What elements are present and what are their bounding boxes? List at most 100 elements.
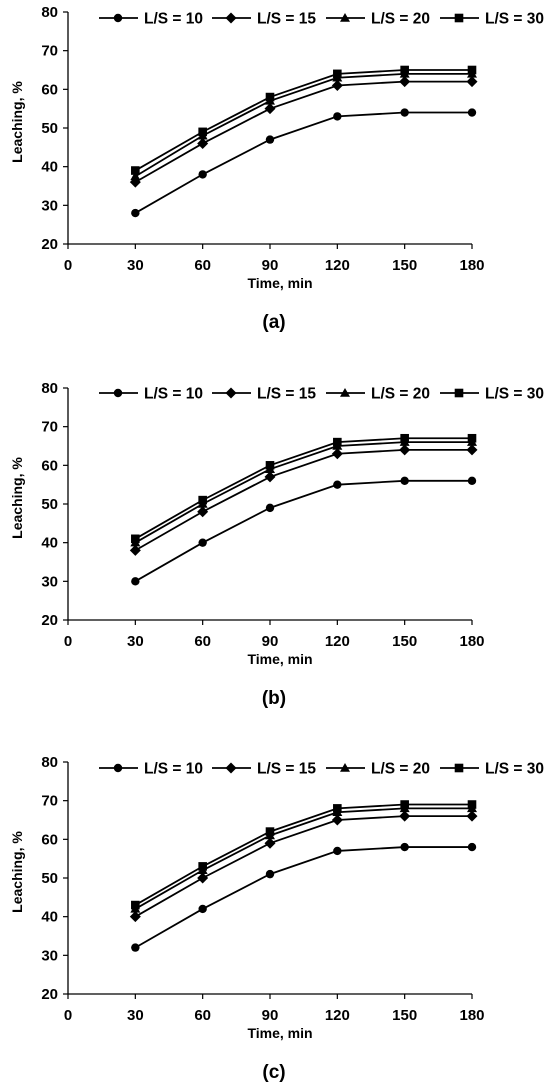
data-point <box>467 476 477 485</box>
y-tick-label: 80 <box>41 380 58 397</box>
data-point <box>467 842 477 852</box>
legend-marker-diamond <box>225 762 237 774</box>
y-tick-label: 30 <box>41 197 58 214</box>
data-point <box>265 461 275 470</box>
series-line-0 <box>134 111 472 214</box>
x-tick-label: 60 <box>194 1007 211 1024</box>
x-tick-label: 150 <box>392 257 417 274</box>
data-point <box>131 166 140 175</box>
x-tick-label: 30 <box>127 1007 144 1024</box>
series-line-2 <box>134 72 472 178</box>
x-tick-label: 120 <box>325 257 350 274</box>
x-tick-label: 120 <box>325 1007 350 1024</box>
y-tick-label: 60 <box>41 457 58 474</box>
legend-label: L/S = 20 <box>371 386 430 403</box>
legend-marker-diamond <box>225 12 237 24</box>
data-point <box>264 837 276 849</box>
data-point <box>131 208 140 218</box>
data-point <box>265 92 275 102</box>
legend-label: L/S = 20 <box>371 761 430 778</box>
data-point <box>129 544 141 556</box>
legend-label: L/S = 30 <box>485 11 544 28</box>
y-tick-label: 60 <box>41 81 58 98</box>
data-point <box>466 810 478 822</box>
legend: L/S = 10 L/S = 15 L/S = 20 L/S = 30 <box>99 386 544 403</box>
legend-label: L/S = 10 <box>144 386 203 403</box>
y-tick-label: 60 <box>41 831 58 848</box>
data-point <box>333 69 342 79</box>
data-point <box>265 135 275 144</box>
y-tick-label: 70 <box>41 793 58 810</box>
y-tick-label: 20 <box>41 612 58 629</box>
data-point <box>198 170 207 179</box>
series-line-0 <box>134 846 472 949</box>
x-tick-label: 0 <box>64 257 72 274</box>
x-tick-label: 0 <box>64 633 72 650</box>
data-point <box>400 108 409 117</box>
chart-panel-b: 20 30 40 50 60 70 80 0 30 60 90 120 150 180 Time, min L… <box>9 380 544 709</box>
y-tick-label: 80 <box>41 4 58 21</box>
data-point <box>467 800 477 809</box>
legend: L/S = 10 L/S = 15 L/S = 20 L/S = 30 <box>99 761 544 778</box>
data-point <box>131 900 140 910</box>
data-point <box>198 127 207 137</box>
data-point <box>400 65 409 75</box>
series-line-3 <box>134 803 472 906</box>
x-tick-label: 60 <box>194 257 211 274</box>
data-point <box>466 444 478 456</box>
legend-label: L/S = 20 <box>371 11 430 28</box>
legend-label: L/S = 10 <box>144 11 203 28</box>
x-tick-label: 30 <box>127 633 144 650</box>
legend: L/S = 10 L/S = 15 L/S = 20 L/S = 30 <box>99 11 544 28</box>
x-axis-label: Time, min <box>247 651 312 667</box>
data-point <box>130 171 141 181</box>
x-tick-label: 90 <box>262 633 279 650</box>
y-tick-label: 50 <box>41 496 58 513</box>
legend-marker-circle <box>113 763 123 773</box>
chart-panel-c: 20 30 40 50 60 70 80 0 30 60 90 120 150 180 Time, min L… <box>9 754 544 1083</box>
legend-marker-triangle <box>340 388 350 397</box>
chart-panel-a: 20 30 40 50 60 70 80 0 30 60 90 120 150 180 Time, min L… <box>9 4 544 333</box>
data-point <box>197 872 209 884</box>
y-tick-label: 80 <box>41 754 58 771</box>
data-point <box>466 76 478 88</box>
data-point <box>333 846 342 856</box>
y-axis-label: Leaching, % <box>9 831 25 913</box>
x-tick-label: 90 <box>262 257 279 274</box>
data-point <box>331 79 343 91</box>
y-tick-label: 40 <box>41 909 58 926</box>
x-tick-label: 60 <box>194 633 211 650</box>
y-axis-label: Leaching, % <box>9 81 25 163</box>
data-point <box>197 506 209 518</box>
y-tick-label: 70 <box>41 43 58 60</box>
data-point <box>333 804 342 813</box>
legend-label: L/S = 15 <box>257 386 316 403</box>
data-point <box>331 448 343 460</box>
y-tick-label: 40 <box>41 535 58 552</box>
legend-marker-circle <box>113 13 123 23</box>
y-tick-label: 50 <box>41 120 58 137</box>
x-tick-label: 180 <box>459 257 484 274</box>
data-point <box>399 444 411 456</box>
y-tick-label: 20 <box>41 986 58 1003</box>
data-point <box>129 911 141 923</box>
legend-marker-square <box>454 388 464 398</box>
legend-marker-square <box>454 763 464 773</box>
data-point <box>399 76 411 88</box>
legend-label: L/S = 30 <box>485 761 544 778</box>
x-axis-label: Time, min <box>247 1025 312 1041</box>
data-point <box>400 842 409 852</box>
x-tick-label: 150 <box>392 633 417 650</box>
x-axis-label: Time, min <box>247 275 312 291</box>
data-point <box>198 862 207 871</box>
series-line-0 <box>134 479 472 583</box>
legend-label: L/S = 30 <box>485 386 544 403</box>
series-line-2 <box>134 441 472 544</box>
x-tick-label: 120 <box>325 633 350 650</box>
data-point <box>265 503 275 513</box>
data-point <box>331 814 343 826</box>
x-tick-label: 30 <box>127 257 144 274</box>
data-point <box>198 538 207 547</box>
